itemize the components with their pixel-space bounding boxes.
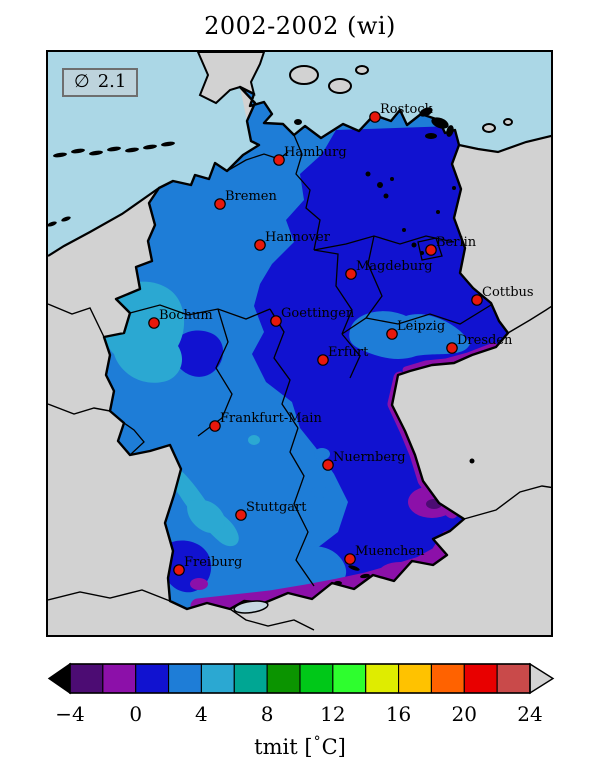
colorbar-segment: [233, 663, 268, 694]
city-dot-Erfurt: [317, 354, 329, 366]
colorbar-tick: 16: [385, 702, 412, 726]
colorbar-segment: [365, 663, 400, 694]
colorbar-segment: [168, 663, 202, 694]
colorbar-segment: [266, 663, 301, 694]
colorbar-tick: 20: [451, 702, 478, 726]
colorbar-segment: [398, 663, 432, 694]
city-dot-Muenchen: [344, 553, 356, 565]
colorbar-tick: −4: [55, 702, 85, 726]
band--2-0-alps: [190, 530, 456, 609]
city-label-Berlin: Berlin: [436, 235, 477, 250]
lake-constance: [233, 600, 269, 614]
band-2-4-pocket: [311, 486, 329, 498]
band-2-4-pocket: [296, 546, 347, 589]
city-label-Stuttgart: Stuttgart: [246, 500, 307, 515]
city-label-Dresden: Dresden: [457, 333, 513, 348]
band-2-4-pocket: [349, 311, 470, 359]
mean-annotation-box: ∅ 2.1: [62, 68, 139, 97]
city-dot-Freiburg: [173, 564, 185, 576]
city-dot-Bochum: [148, 317, 160, 329]
colorbar-segment: [69, 663, 104, 694]
city-dot-Hannover: [254, 239, 266, 251]
city-dot-Berlin: [425, 244, 437, 256]
colorbar-outline: [69, 663, 531, 694]
colorbar-tick: 12: [320, 702, 346, 726]
colorbar-over-arrow: [529, 662, 555, 695]
city-label-Hannover: Hannover: [265, 230, 331, 245]
city-label-Freiburg: Freiburg: [184, 555, 242, 570]
city-dot-Stuttgart: [235, 509, 247, 521]
colorbar-segment: [299, 663, 334, 694]
state-borders: [123, 134, 492, 587]
city-dot-Leipzig: [386, 328, 398, 340]
city-dot-Nuernberg: [322, 459, 334, 471]
city-label-Magdeburg: Magdeburg: [356, 259, 433, 274]
islands-and-lakes: [48, 107, 475, 585]
band--2-0: [190, 578, 208, 590]
colorbar-segment: [430, 663, 465, 694]
city-dot-Rostock: [369, 111, 381, 123]
city-dot-Cottbus: [471, 294, 483, 306]
city-label-Goettingen: Goettingen: [281, 306, 355, 321]
city-label-Hamburg: Hamburg: [284, 145, 347, 160]
mean-symbol: ∅: [74, 71, 90, 92]
colorbar-under-arrow: [47, 662, 71, 695]
colorbar-segment: [496, 663, 531, 694]
foreign-borders: [48, 134, 551, 631]
band-4-6: [187, 499, 225, 534]
city-label-Bochum: Bochum: [159, 308, 213, 323]
city-label-Cottbus: Cottbus: [482, 285, 534, 300]
degree-symbol: °: [313, 734, 321, 750]
colorbar-segment: [463, 663, 498, 694]
mean-value: 2.1: [97, 71, 127, 92]
colorbar-tick: 24: [517, 702, 543, 726]
figure-title: 2002-2002 (wi): [204, 12, 396, 40]
city-dot-Frankfurt-Main: [209, 420, 221, 432]
city-label-Leipzig: Leipzig: [397, 319, 445, 334]
city-dot-Magdeburg: [345, 268, 357, 280]
city-label-Nuernberg: Nuernberg: [333, 450, 406, 465]
city-label-Bremen: Bremen: [225, 189, 277, 204]
colorbar: [47, 662, 555, 695]
city-dot-Bremen: [214, 198, 226, 210]
colorbar-tick: 0: [129, 702, 143, 726]
colorbar-label: tmit [°C]: [254, 734, 346, 759]
sea: [48, 52, 551, 256]
colorbar-segment: [200, 663, 235, 694]
map-axes: Rostock Hamburg Bremen Hannover Berlin Magdeb…: [46, 50, 553, 637]
city-dot-Dresden: [446, 342, 458, 354]
city-label-Erfurt: Erfurt: [328, 345, 369, 360]
colorbar-segment: [102, 663, 137, 694]
germany-border: [102, 85, 510, 611]
colorbar-tick: 8: [260, 702, 274, 726]
band-0-2-patch: [174, 330, 224, 377]
colorbar-segment: [332, 663, 367, 694]
colorbar-segment: [135, 663, 170, 694]
band-4-6: [248, 435, 260, 445]
city-label-Rostock: Rostock: [380, 102, 433, 117]
city-label-Frankfurt-Main: Frankfurt-Main: [220, 411, 322, 426]
city-dot-Hamburg: [273, 154, 285, 166]
colorbar-tick: 4: [195, 702, 208, 726]
band-2-4-pocket: [314, 448, 330, 460]
city-markers: Rostock Hamburg Bremen Hannover BerlinMagdeb…: [148, 102, 534, 576]
germany-map: Rostock Hamburg Bremen Hannover BerlinMagdeb…: [48, 52, 551, 631]
colorbar-ticks: −4 0 4 8 12 16 20 24: [0, 702, 600, 728]
city-dot-Goettingen: [270, 315, 282, 327]
city-label-Muenchen: Muenchen: [355, 544, 425, 559]
